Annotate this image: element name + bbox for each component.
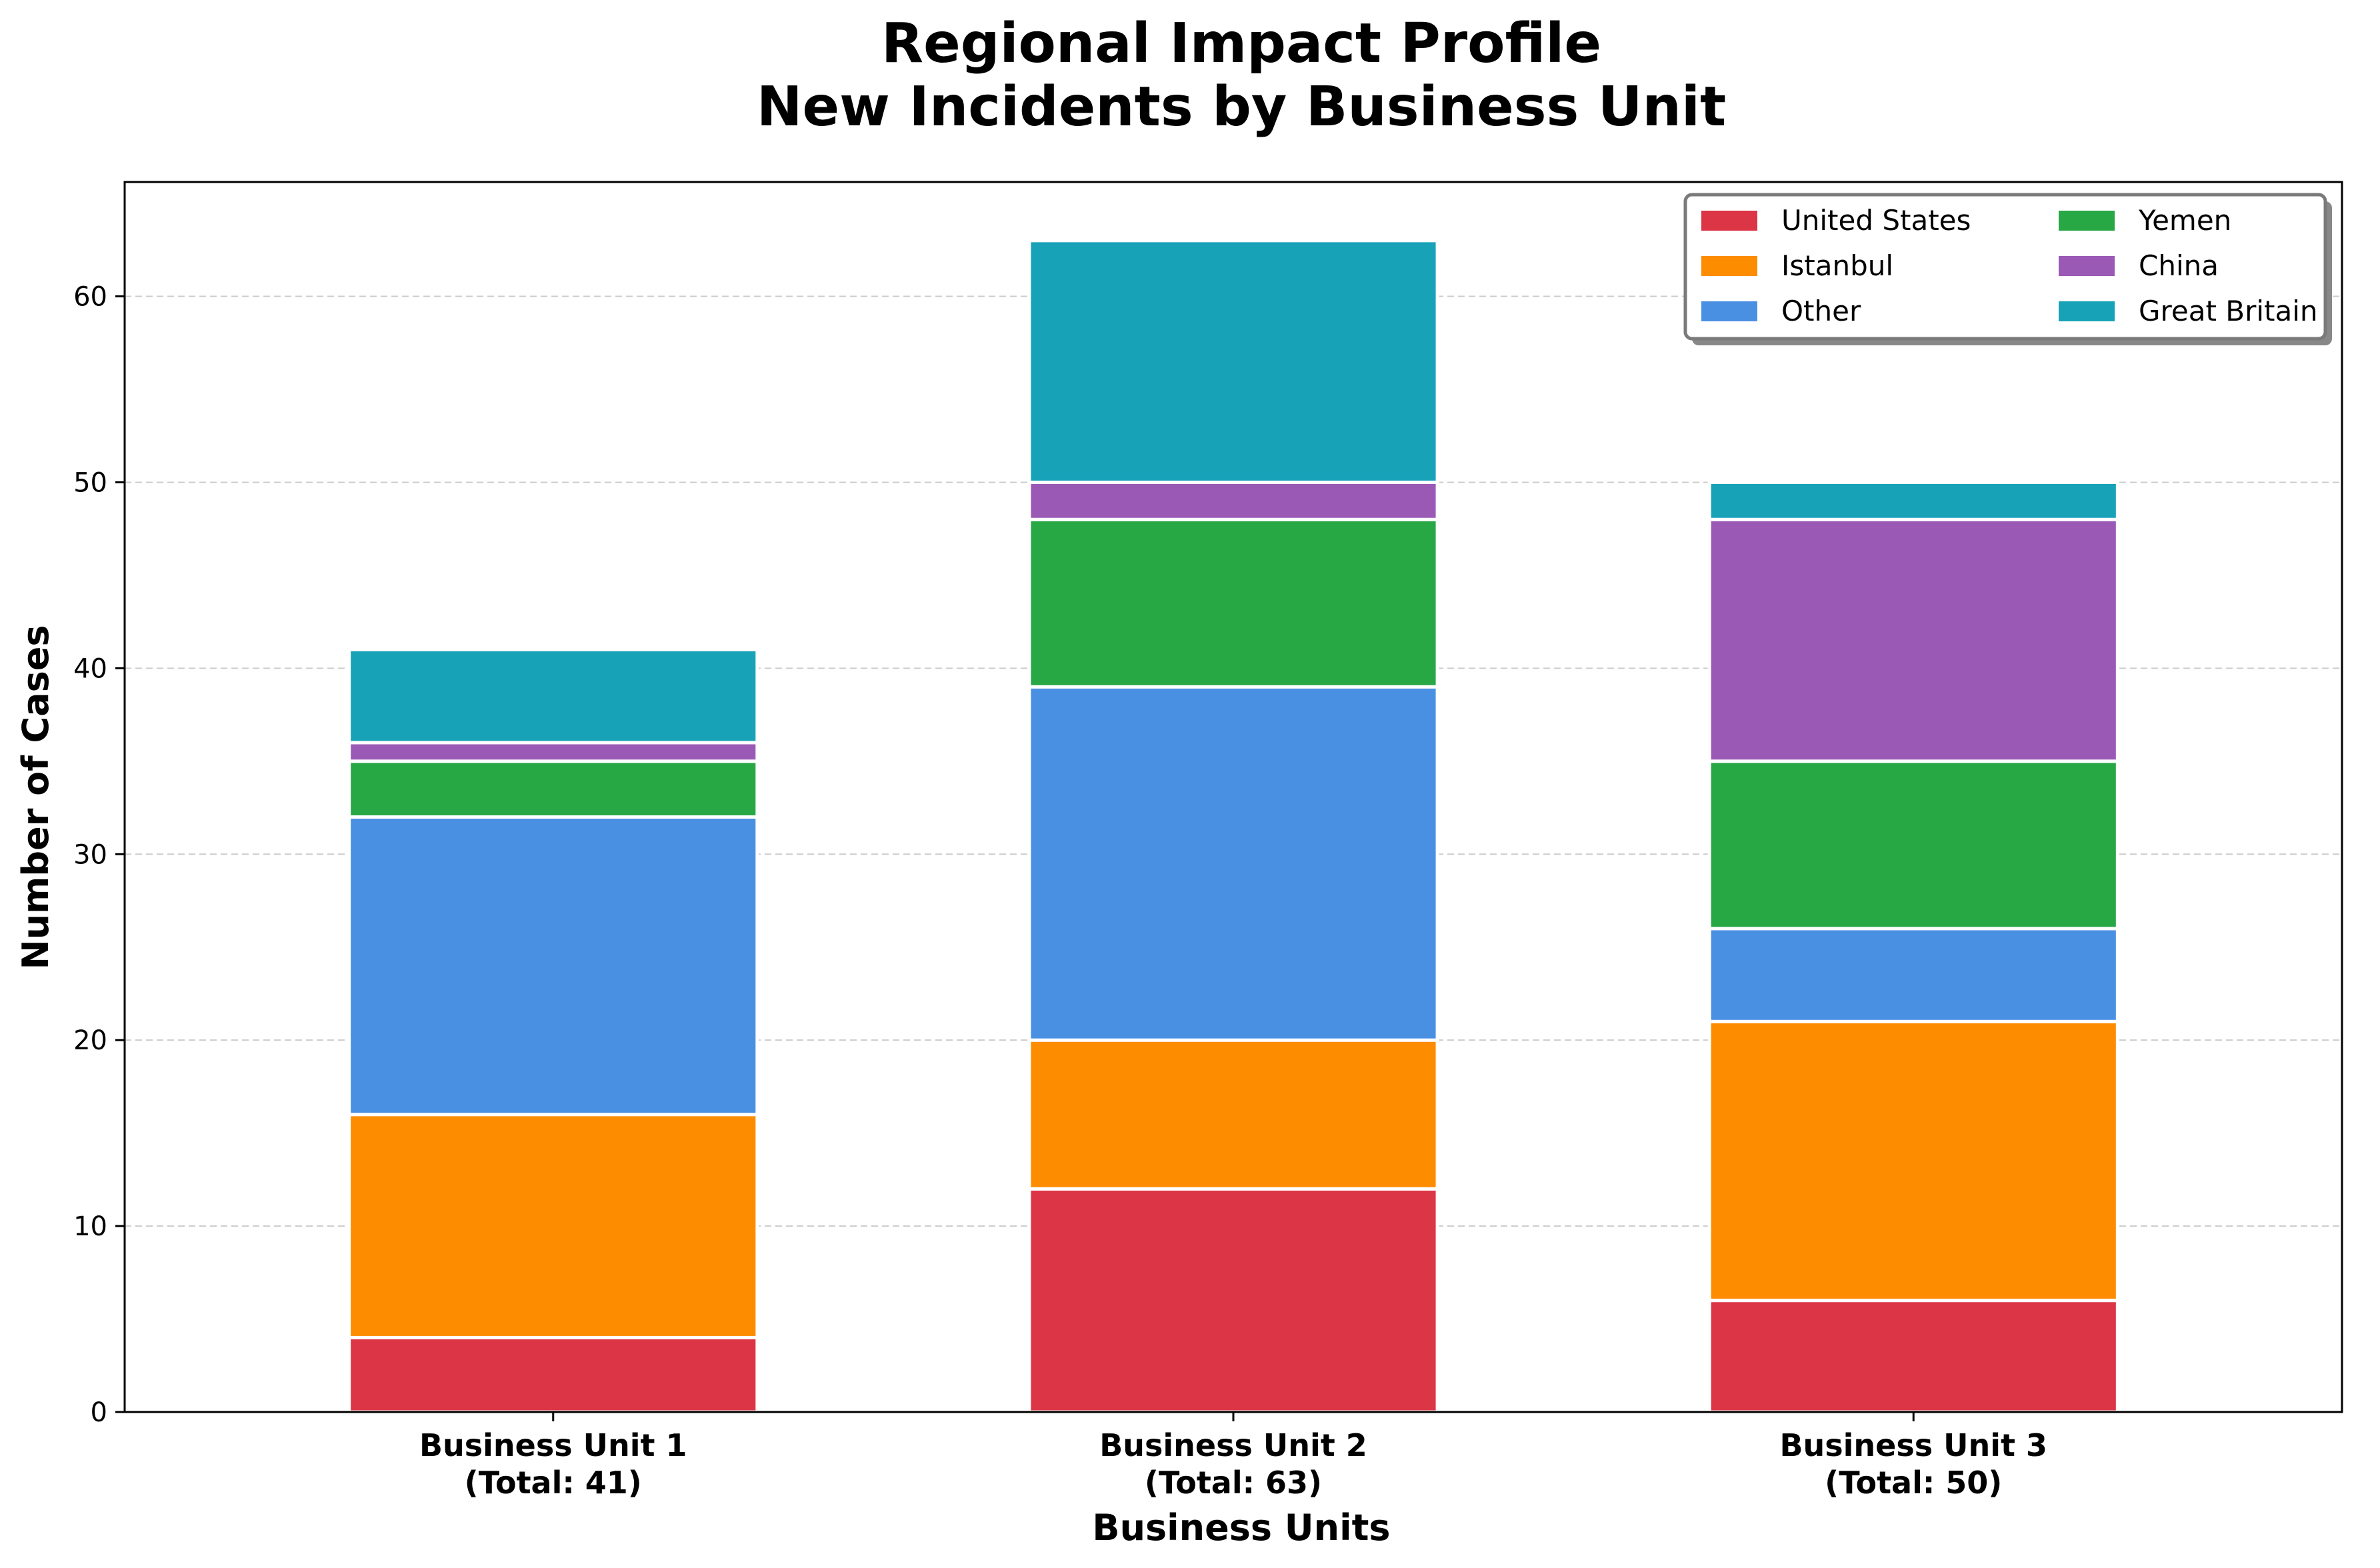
bar-segment [347, 815, 759, 1117]
bar-segment [1027, 239, 1439, 484]
legend: United States Istanbul Other Yemen China Grea… [1683, 193, 2332, 345]
x-tick-label: Business Unit 2 [1099, 1427, 1367, 1463]
bar-segment [347, 1113, 759, 1339]
y-tick-label: 20 [73, 1025, 107, 1056]
legend-label: China [2139, 249, 2219, 282]
y-tick-label: 50 [73, 467, 107, 498]
bar-segment [1707, 517, 2119, 763]
legend-label: United States [1781, 204, 1971, 237]
bars [347, 239, 2119, 1414]
chart-title-line1: Regional Impact Profile [881, 12, 1601, 75]
y-axis-label: Number of Cases [15, 625, 57, 970]
y-tick-label: 30 [73, 839, 107, 870]
x-tick-label: Business Unit 1 [419, 1427, 687, 1463]
chart-title-line2: New Incidents by Business Unit [757, 75, 1726, 139]
x-tick-label-total: (Total: 63) [1145, 1465, 1322, 1501]
legend-label: Great Britain [2139, 295, 2318, 327]
bar-segment [1707, 1299, 2119, 1414]
legend-swatch [1701, 256, 1757, 276]
legend-swatch [2059, 301, 2115, 321]
legend-label: Yemen [2138, 204, 2231, 237]
x-tick-label: Business Unit 3 [1779, 1427, 2047, 1463]
bar-segment [1707, 1019, 2119, 1303]
y-tick-label: 10 [73, 1211, 107, 1242]
y-tick-label: 40 [73, 653, 107, 684]
legend-swatch [2059, 256, 2115, 276]
bar-segment [1027, 1038, 1439, 1191]
bar-segment [1027, 480, 1439, 521]
x-axis-ticks: Business Unit 1(Total: 41) Business Unit … [419, 1412, 2047, 1501]
bar-segment [347, 741, 759, 763]
legend-box [1683, 193, 2327, 341]
bar-segment [347, 1335, 759, 1414]
legend-label: Istanbul [1781, 249, 1893, 282]
x-axis-label: Business Units [1092, 1507, 1390, 1549]
x-tick-label-total: (Total: 50) [1825, 1465, 2002, 1501]
bar-segment [1027, 685, 1439, 1042]
bar-segment [1707, 480, 2119, 521]
bar-segment [347, 759, 759, 819]
bar-segment [1027, 517, 1439, 689]
legend-swatch [2059, 211, 2115, 231]
x-tick-label-total: (Total: 41) [465, 1465, 642, 1501]
y-tick-label: 60 [73, 282, 107, 313]
legend-label: Other [1781, 295, 1861, 327]
legend-swatch [1701, 301, 1757, 321]
bar-segment [347, 647, 759, 745]
y-axis-ticks: 0 10 20 30 40 50 60 [73, 282, 125, 1428]
legend-swatch [1701, 211, 1757, 231]
bar-segment [1707, 759, 2119, 931]
y-tick-label: 0 [91, 1397, 107, 1428]
bar-segment [1027, 1187, 1439, 1414]
bar-segment [1707, 927, 2119, 1023]
